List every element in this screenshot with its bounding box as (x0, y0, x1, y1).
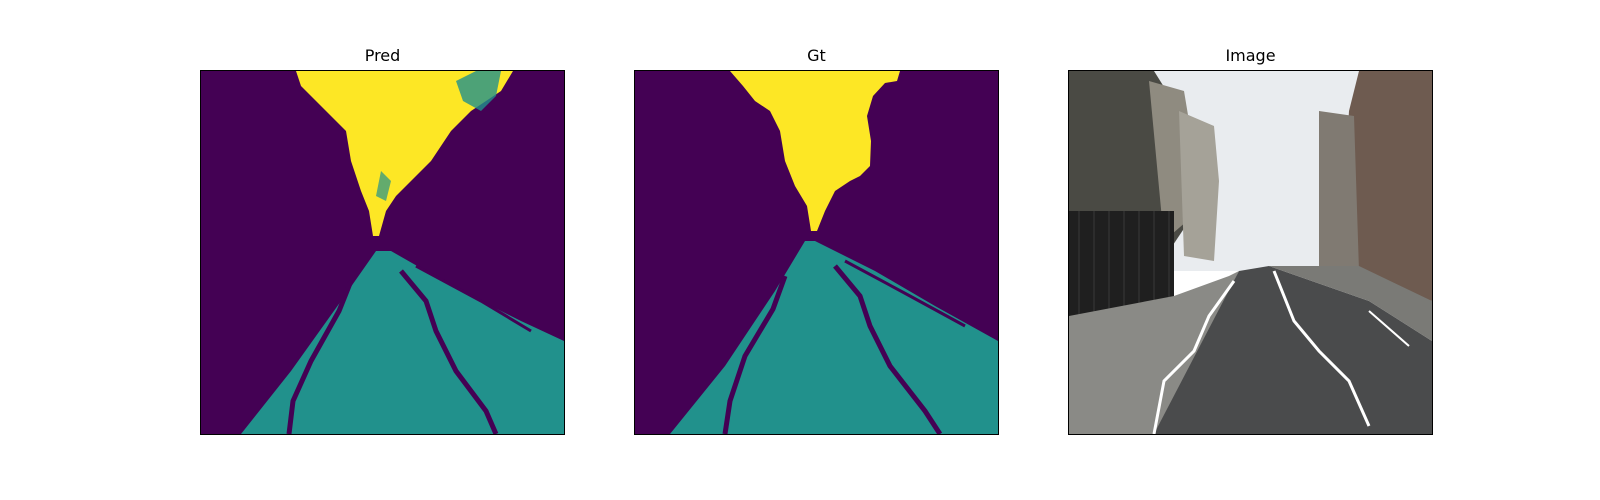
street-photo (1068, 70, 1433, 435)
pred-title: Pred (364, 46, 401, 65)
street-scene-svg (1069, 71, 1432, 434)
gt-segmentation-svg (635, 71, 998, 434)
image-title: Image (1225, 46, 1276, 65)
pred-segmentation-svg (201, 71, 564, 434)
image-panel: Image (1068, 0, 1433, 440)
gt-mask (634, 70, 999, 435)
gt-panel: Gt (634, 0, 999, 440)
pred-mask (200, 70, 565, 435)
gt-title: Gt (807, 46, 826, 65)
pred-panel: Pred (200, 0, 565, 440)
